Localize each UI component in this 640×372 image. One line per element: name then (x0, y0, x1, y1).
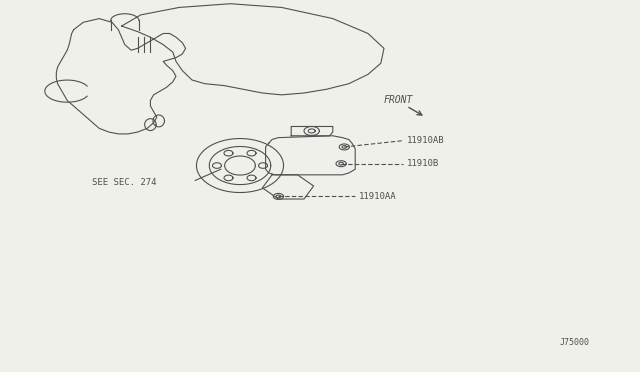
Text: 11910AB: 11910AB (406, 136, 444, 145)
Text: SEE SEC. 274: SEE SEC. 274 (92, 178, 157, 187)
Text: J75000: J75000 (560, 338, 590, 347)
Text: 11910B: 11910B (406, 159, 438, 168)
Text: FRONT: FRONT (384, 96, 413, 105)
Text: 11910AA: 11910AA (358, 192, 396, 201)
